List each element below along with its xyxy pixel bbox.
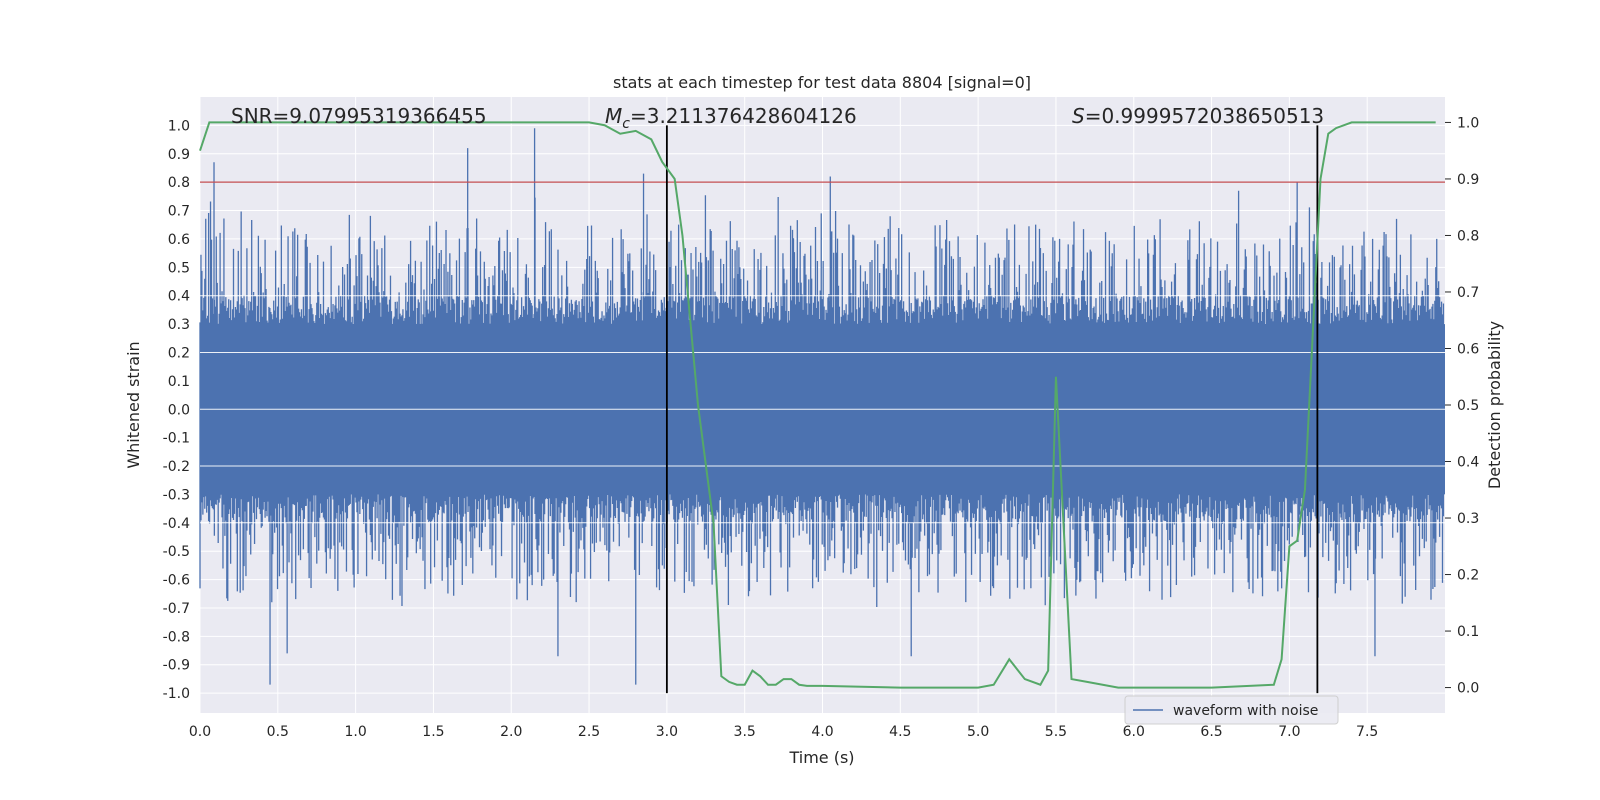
y-left-tick-label: 0.2 <box>168 345 190 361</box>
waveform-with-noise-series <box>199 128 1445 685</box>
y-right-tick-label: 0.5 <box>1457 398 1479 414</box>
y-right-tick-label: 0.9 <box>1457 172 1479 188</box>
x-tick-label: 3.0 <box>656 724 678 740</box>
y-right-tick-label: 0.3 <box>1457 511 1479 527</box>
x-tick-label: 6.5 <box>1200 724 1222 740</box>
x-tick-label: 2.5 <box>578 724 600 740</box>
y-right-tick-label: 0.7 <box>1457 285 1479 301</box>
x-tick-label: 0.0 <box>189 724 211 740</box>
x-tick-label: 3.5 <box>734 724 756 740</box>
mc-symbol: M <box>605 104 622 128</box>
y-right-tick-label: 0.1 <box>1457 624 1479 640</box>
y-right-tick-label: 0.6 <box>1457 341 1479 357</box>
s-symbol: S <box>1072 104 1085 128</box>
detection-probability-series <box>199 121 1436 689</box>
y-left-tick-label: -0.6 <box>163 573 190 589</box>
x-tick-label: 0.5 <box>267 724 289 740</box>
y-right-tick-label: 0.0 <box>1457 681 1479 697</box>
detection-probability-line <box>199 121 1436 689</box>
x-axis-label: Time (s) <box>788 748 854 767</box>
y-right-tick-label: 0.8 <box>1457 228 1479 244</box>
vertical-markers <box>665 125 1319 694</box>
legend-box <box>1124 695 1339 725</box>
x-tick-label: 6.0 <box>1123 724 1145 740</box>
y-left-tick-label: -0.4 <box>163 516 190 532</box>
s-value: =0.9999572038650513 <box>1085 104 1324 128</box>
y-left-tick-label: 0.5 <box>168 260 190 276</box>
x-tick-label: 2.0 <box>500 724 522 740</box>
mc-value: =3.211376428604126 <box>630 104 857 128</box>
x-axis-ticks: 0.0 0.5 1.0 1.5 2.0 2.5 3.0 3.5 4.0 4.5 5.0 5.5 6.0 6… <box>189 724 1378 740</box>
y-left-tick-label: -1.0 <box>163 686 190 702</box>
x-tick-label: 5.0 <box>967 724 989 740</box>
y-left-tick-label: 0.1 <box>168 374 190 390</box>
y-left-tick-label: 0.0 <box>168 402 190 418</box>
y-right-tick-label: 0.2 <box>1457 568 1479 584</box>
y-left-tick-label: 0.3 <box>168 317 190 333</box>
y-left-tick-label: 0.8 <box>168 175 190 191</box>
y-left-tick-label: -0.3 <box>163 487 190 503</box>
x-tick-label: 4.0 <box>811 724 833 740</box>
y-left-tick-label: 0.7 <box>168 204 190 220</box>
y-left-tick-label: -0.1 <box>163 431 190 447</box>
x-tick-label: 1.0 <box>344 724 366 740</box>
y-right-axis-ticks: 1.0 0.9 0.8 0.7 0.6 0.5 0.4 0.3 0.2 0.1 0.0 <box>1445 115 1479 697</box>
y-left-axis-ticks: 1.0 0.9 0.8 0.7 0.6 0.5 0.4 0.3 0.2 0.1 0.0 -0.1 -0.… <box>163 118 190 702</box>
mc-subscript: c <box>622 116 630 132</box>
y-left-tick-label: -0.2 <box>163 459 190 475</box>
x-tick-label: 1.5 <box>422 724 444 740</box>
y-left-tick-label: -0.5 <box>163 544 190 560</box>
mc-annotation: Mc=3.211376428604126 <box>605 104 857 132</box>
s-annotation: S=0.9999572038650513 <box>1072 104 1324 128</box>
y-axis-label-left: Whitened strain <box>124 341 143 468</box>
x-tick-label: 7.0 <box>1278 724 1300 740</box>
x-tick-label: 5.5 <box>1045 724 1067 740</box>
legend: waveform with noise <box>1124 695 1339 725</box>
chart-title: stats at each timestep for test data 880… <box>613 73 1031 92</box>
y-left-tick-label: 0.9 <box>168 147 190 163</box>
x-tick-label: 7.5 <box>1356 724 1378 740</box>
y-right-tick-label: 0.4 <box>1457 455 1479 471</box>
snr-annotation: SNR=9.07995319366455 <box>231 104 487 128</box>
y-left-tick-label: -0.7 <box>163 601 190 617</box>
legend-label: waveform with noise <box>1173 703 1318 719</box>
y-left-tick-label: -0.8 <box>163 629 190 645</box>
y-left-tick-label: 1.0 <box>168 118 190 134</box>
y-left-tick-label: -0.9 <box>163 658 190 674</box>
y-left-tick-label: 0.4 <box>168 289 190 305</box>
x-tick-label: 4.5 <box>889 724 911 740</box>
y-right-tick-label: 1.0 <box>1457 115 1479 131</box>
y-left-tick-label: 0.6 <box>168 232 190 248</box>
y-axis-label-right: Detection probability <box>1485 321 1504 489</box>
